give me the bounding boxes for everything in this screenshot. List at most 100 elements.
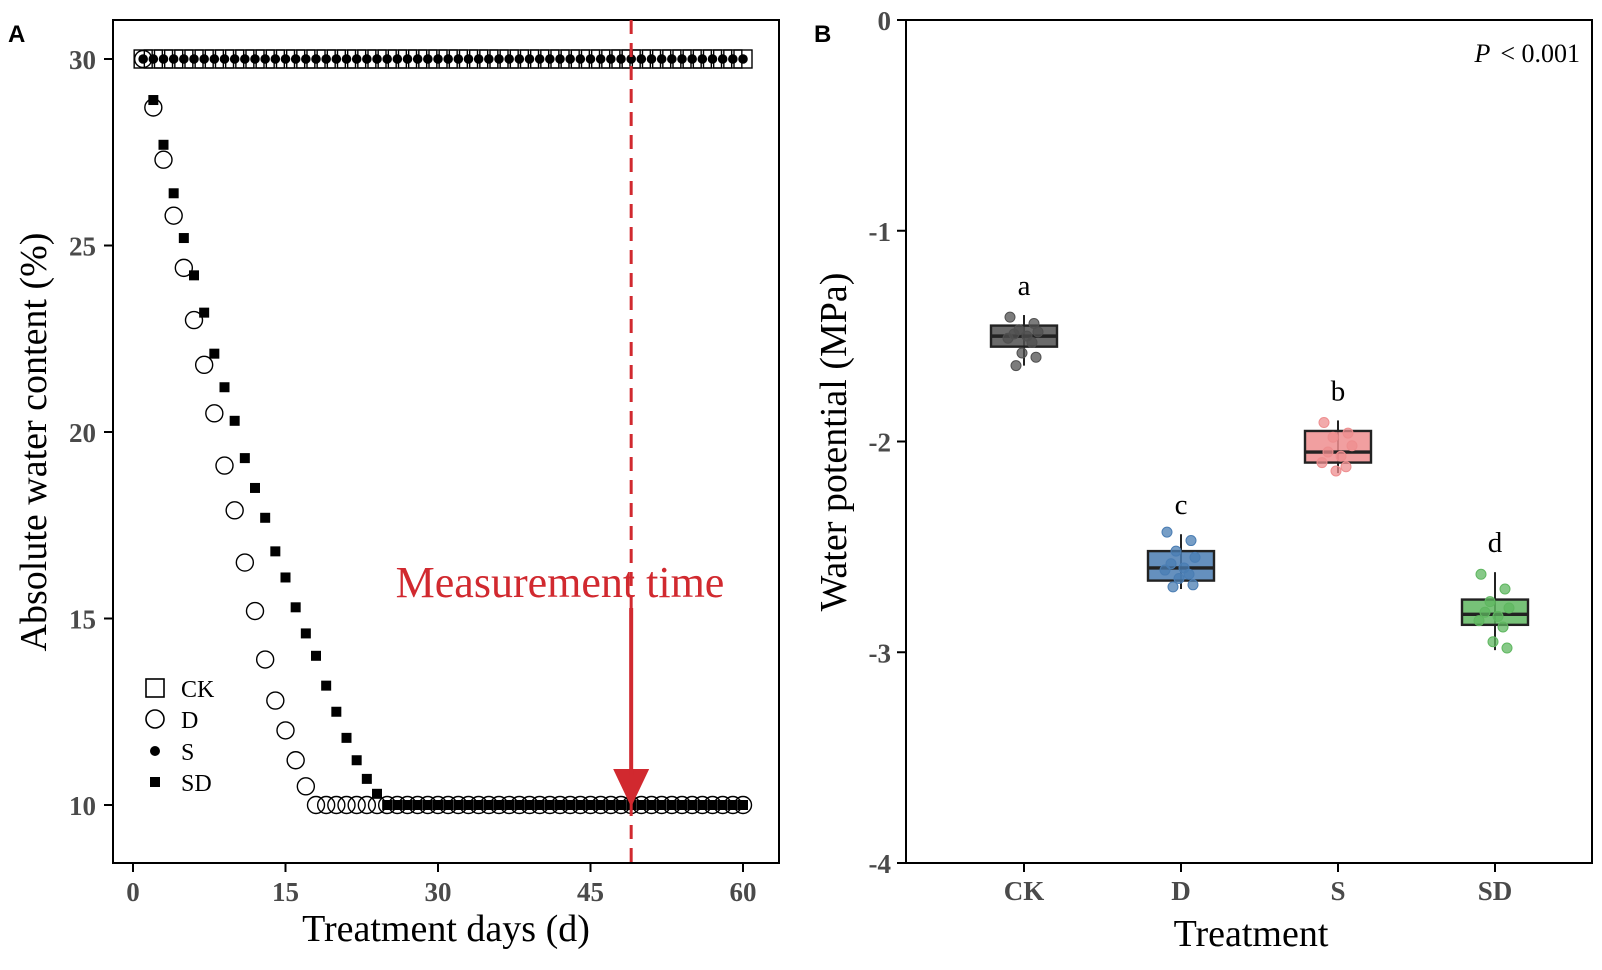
- d-point: [174, 258, 194, 278]
- sd-point: [239, 453, 250, 464]
- sd-point: [331, 706, 342, 717]
- panel-b-frame: [905, 19, 1593, 864]
- significance-letter: a: [1018, 270, 1031, 302]
- s-point: [565, 54, 575, 64]
- legend-sd-label: SD: [181, 771, 212, 797]
- s-point: [677, 54, 687, 64]
- s-point: [575, 54, 586, 64]
- sd-point: [473, 800, 484, 810]
- sd-point: [209, 348, 220, 359]
- sd-point: [351, 755, 362, 766]
- sd-point: [504, 800, 515, 810]
- sd-point: [300, 628, 311, 639]
- s-point: [331, 54, 342, 64]
- s-point: [260, 54, 270, 64]
- box-point: [1340, 461, 1352, 473]
- s-point: [372, 54, 382, 64]
- s-point: [321, 54, 331, 64]
- sd-point: [616, 800, 626, 810]
- panel-b-letter: B: [814, 21, 831, 48]
- s-point: [250, 54, 260, 64]
- box-point: [1016, 347, 1028, 359]
- legend-s-marker: [150, 746, 160, 756]
- sd-point: [595, 800, 606, 810]
- y-tick-label: 30: [69, 45, 96, 75]
- sd-point: [392, 800, 403, 810]
- p-value-annotation: P < 0.001: [1473, 39, 1580, 68]
- sd-point: [656, 800, 667, 810]
- sd-point: [433, 800, 443, 810]
- s-point: [382, 54, 392, 64]
- d-point: [205, 404, 224, 423]
- p-value-text: < 0.001: [1500, 39, 1580, 68]
- x-tick-label: 60: [730, 877, 757, 907]
- significance-letter: d: [1488, 527, 1503, 559]
- significance-letter: b: [1331, 375, 1346, 407]
- y-tick-label: 20: [69, 418, 96, 448]
- s-point: [545, 54, 555, 64]
- x-tick-label: S: [1330, 876, 1345, 906]
- sd-point: [361, 773, 372, 784]
- panel-a-frame: [112, 19, 780, 864]
- box-point: [1161, 526, 1173, 538]
- box-point: [1316, 457, 1328, 469]
- sd-point: [575, 800, 586, 810]
- sd-point: [677, 800, 687, 810]
- d-point: [357, 795, 377, 815]
- s-point: [402, 54, 413, 64]
- d-point: [184, 310, 204, 330]
- legend-ck-label: CK: [181, 677, 215, 703]
- box-point: [1484, 596, 1496, 608]
- sd-point: [168, 188, 179, 199]
- box-group-s: b: [1303, 375, 1373, 477]
- panel-b-x-label: Treatment: [1174, 913, 1329, 955]
- s-point: [717, 54, 728, 64]
- y-tick-label: -3: [869, 638, 892, 668]
- box-point: [1346, 440, 1358, 452]
- panel-a-chart: 0 15 30 45 60 10 15 20 25 30 Measurement time CK …: [13, 19, 780, 950]
- sd-point: [697, 800, 708, 810]
- sd-point: [605, 800, 616, 810]
- d-point: [255, 650, 275, 669]
- sd-point: [514, 800, 525, 810]
- box-point: [1010, 360, 1022, 372]
- y-tick-label: 25: [69, 232, 96, 262]
- box-point: [1503, 602, 1515, 614]
- sd-point: [687, 800, 698, 810]
- sd-point: [636, 800, 647, 810]
- panel-a-letter: A: [8, 21, 25, 48]
- sd-point: [382, 800, 393, 810]
- s-point: [433, 54, 443, 64]
- s-point: [341, 54, 352, 64]
- sd-point: [738, 800, 748, 810]
- legend-d-label: D: [181, 708, 198, 734]
- s-point: [504, 54, 514, 64]
- y-tick-label: 10: [69, 791, 96, 821]
- d-point: [296, 777, 316, 796]
- d-point: [245, 601, 265, 621]
- sd-point: [219, 382, 230, 393]
- s-point: [189, 54, 199, 64]
- s-point: [362, 54, 372, 64]
- s-point: [148, 54, 159, 64]
- s-point: [606, 54, 616, 64]
- s-point: [443, 54, 453, 64]
- x-tick-label: 0: [126, 877, 140, 907]
- d-point: [154, 150, 173, 169]
- sd-point: [494, 800, 504, 810]
- d-point: [347, 795, 366, 815]
- s-point: [636, 54, 647, 64]
- box-point: [1026, 336, 1038, 348]
- sd-point: [199, 307, 210, 318]
- sd-point: [646, 800, 657, 810]
- sd-point: [534, 800, 545, 810]
- s-point: [473, 54, 484, 64]
- s-point: [138, 54, 148, 64]
- box-group-ck: a: [989, 270, 1059, 372]
- sd-point: [463, 800, 474, 810]
- sd-point: [717, 800, 728, 810]
- x-tick-label: SD: [1478, 876, 1513, 906]
- box-group-sd: d: [1460, 527, 1530, 654]
- d-point: [194, 355, 214, 375]
